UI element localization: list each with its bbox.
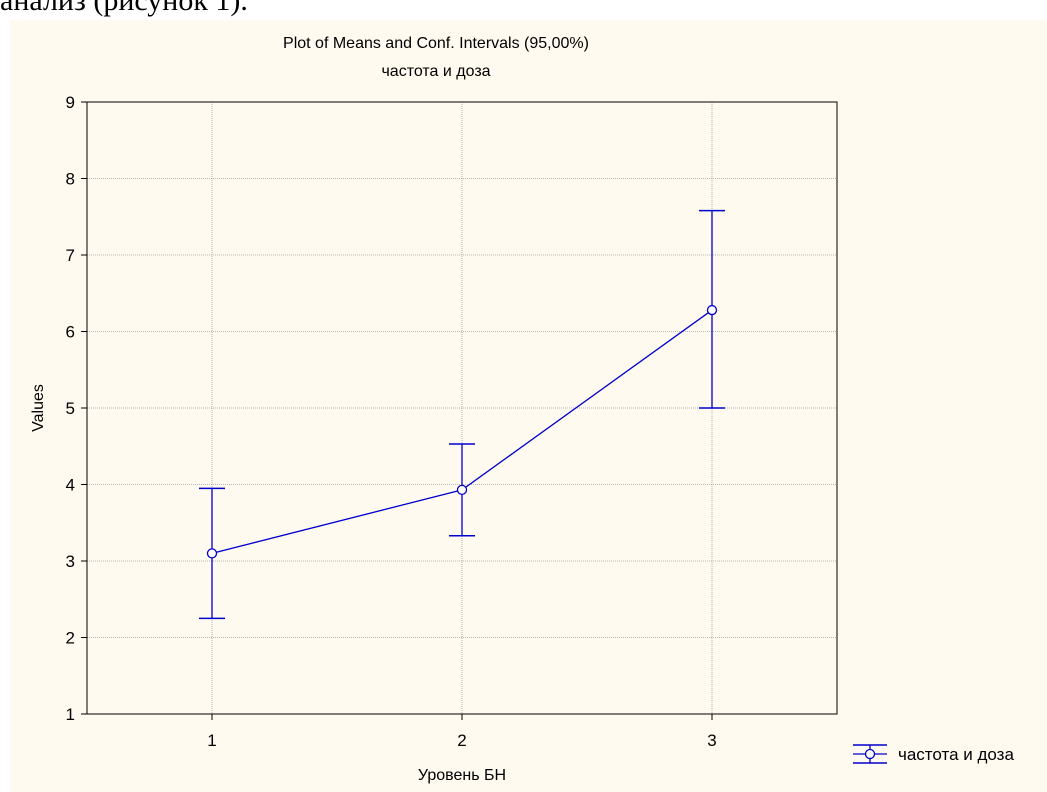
mean-point xyxy=(206,548,218,559)
chart-subtitle: частота и доза xyxy=(381,63,490,80)
x-axis-label: Уровень БН xyxy=(418,767,506,784)
y-tick-label: 2 xyxy=(66,629,75,648)
y-tick-label: 3 xyxy=(66,552,75,571)
y-tick-label: 8 xyxy=(66,170,75,189)
x-tick-label: 1 xyxy=(207,731,216,750)
chart-panel xyxy=(10,20,1047,792)
y-tick-label: 9 xyxy=(66,93,75,112)
x-tick-label: 3 xyxy=(707,731,716,750)
y-tick-label: 6 xyxy=(66,323,75,342)
y-tick-label: 5 xyxy=(66,399,75,418)
y-tick-label: 4 xyxy=(66,476,75,495)
page-heading: анализ (рисунок 1). xyxy=(0,0,248,17)
legend-label: частота и доза xyxy=(898,745,1014,764)
y-tick-label: 7 xyxy=(66,246,75,265)
mean-point xyxy=(706,304,718,316)
chart-title: Plot of Means and Conf. Intervals (95,00… xyxy=(283,35,589,52)
legend-symbol-point xyxy=(864,748,876,760)
y-axis-label: Values xyxy=(30,384,47,432)
y-tick-label: 1 xyxy=(66,705,75,724)
mean-point xyxy=(456,484,468,496)
x-tick-label: 2 xyxy=(457,731,466,750)
